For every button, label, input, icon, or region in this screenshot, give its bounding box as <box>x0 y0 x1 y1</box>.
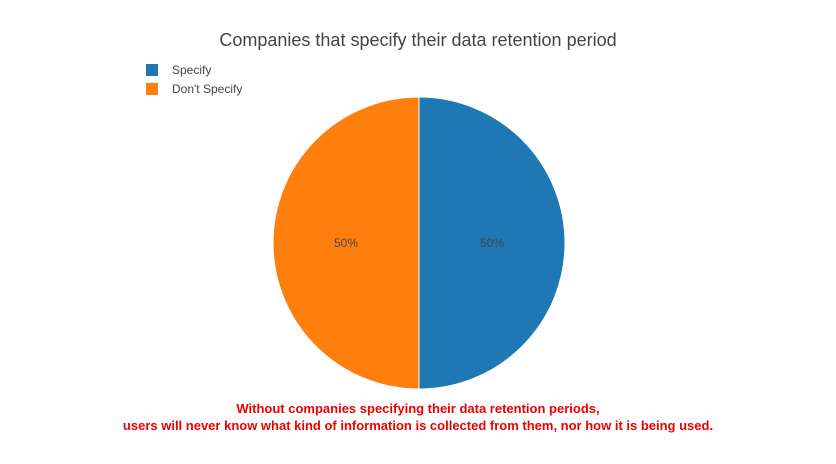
legend-swatch-dont-specify <box>146 82 158 95</box>
legend-swatch-specify <box>146 63 158 76</box>
pie-slice-specify[interactable] <box>418 96 566 390</box>
annotation-line-1: Without companies specifying their data … <box>236 401 600 416</box>
legend-item-dont-specify[interactable]: Don't Specify <box>146 79 242 98</box>
pie-label-specify: 50% <box>480 236 504 250</box>
chart-title: Companies that specify their data retent… <box>219 30 617 50</box>
legend-label-specify: Specify <box>172 62 212 77</box>
annotation-line-2: users will never know what kind of infor… <box>122 418 714 433</box>
legend-item-specify[interactable]: Specify <box>146 60 242 79</box>
annotation-note: Without companies specifying their data … <box>0 400 836 434</box>
legend: Specify Don't Specify <box>146 60 242 98</box>
pie-slice-dont-specify[interactable] <box>272 96 420 390</box>
pie-label-dont-specify: 50% <box>334 236 358 250</box>
legend-label-dont-specify: Don't Specify <box>172 81 243 96</box>
